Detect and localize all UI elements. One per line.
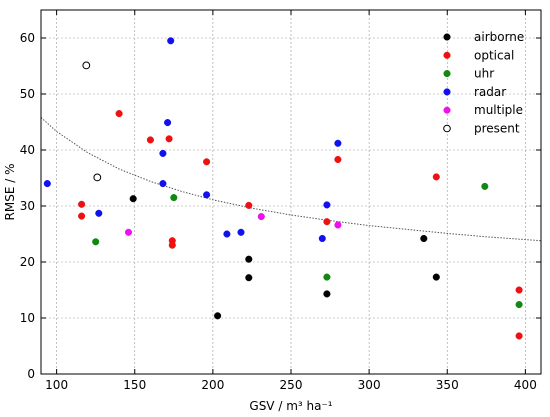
point-radar bbox=[237, 228, 245, 236]
legend-label-radar: radar bbox=[474, 85, 506, 99]
legend-label-present: present bbox=[474, 122, 520, 136]
point-radar bbox=[43, 180, 51, 188]
point-uhr bbox=[170, 194, 178, 202]
point-uhr bbox=[481, 182, 489, 190]
point-radar bbox=[159, 180, 167, 188]
point-optical bbox=[78, 212, 86, 220]
point-radar bbox=[164, 119, 172, 127]
point-multiple bbox=[124, 228, 133, 236]
grid bbox=[41, 10, 541, 375]
point-radar bbox=[159, 149, 167, 157]
legend-marker-present bbox=[443, 124, 451, 133]
point-optical bbox=[334, 155, 342, 164]
point-uhr bbox=[515, 301, 523, 309]
y-tick-label: 50 bbox=[20, 87, 35, 101]
point-airborne bbox=[245, 274, 253, 282]
point-airborne bbox=[420, 234, 428, 243]
point-optical bbox=[146, 136, 154, 144]
point-optical bbox=[165, 135, 173, 143]
point-radar bbox=[223, 230, 231, 238]
y-tick-label: 10 bbox=[20, 311, 35, 325]
y-tick-label: 20 bbox=[20, 255, 35, 269]
point-optical bbox=[432, 173, 440, 181]
y-tick-label: 60 bbox=[20, 31, 35, 45]
legend-marker-uhr bbox=[443, 70, 451, 78]
point-airborne bbox=[323, 290, 331, 298]
point-optical bbox=[245, 201, 253, 209]
point-uhr bbox=[323, 273, 331, 281]
legend-label-uhr: uhr bbox=[474, 67, 494, 81]
x-tick-label: 200 bbox=[201, 378, 224, 392]
point-radar bbox=[95, 209, 103, 217]
point-present bbox=[82, 61, 91, 70]
x-axis-ticks: 100 150 200 250 300 350 400 bbox=[45, 10, 537, 392]
point-present bbox=[93, 173, 102, 182]
y-tick-label: 30 bbox=[20, 199, 35, 213]
x-tick-label: 300 bbox=[358, 378, 381, 392]
x-tick-label: 400 bbox=[514, 378, 537, 392]
point-uhr bbox=[92, 238, 100, 246]
trend-line-group bbox=[40, 117, 542, 242]
point-airborne bbox=[129, 195, 137, 203]
point-optical bbox=[78, 200, 86, 208]
x-tick-label: 150 bbox=[123, 378, 146, 392]
y-tick-label: 40 bbox=[20, 143, 35, 157]
y-axis-label: RMSE / % bbox=[3, 164, 17, 221]
legend-marker-optical bbox=[443, 51, 451, 59]
x-tick-label: 100 bbox=[45, 378, 68, 392]
point-radar bbox=[167, 37, 175, 45]
point-multiple bbox=[257, 213, 265, 221]
data-points bbox=[43, 37, 523, 340]
legend-label-multiple: multiple bbox=[474, 103, 523, 117]
point-airborne bbox=[245, 255, 253, 263]
legend-marker-radar bbox=[443, 88, 451, 96]
x-tick-label: 350 bbox=[436, 378, 459, 392]
trend-line bbox=[40, 117, 542, 242]
x-tick-label: 250 bbox=[280, 378, 303, 392]
x-axis-label: GSV / m³ ha⁻¹ bbox=[249, 399, 332, 413]
legend-label-optical: optical bbox=[474, 48, 514, 62]
point-radar bbox=[203, 191, 211, 199]
y-axis-ticks: 0 10 20 30 40 50 60 bbox=[20, 31, 541, 381]
point-multiple bbox=[334, 221, 342, 229]
y-tick-label: 0 bbox=[27, 367, 35, 381]
point-airborne bbox=[214, 312, 222, 320]
legend-marker-multiple bbox=[443, 106, 451, 114]
point-optical bbox=[115, 110, 123, 118]
point-airborne bbox=[432, 273, 440, 281]
legend: airborne optical uhr radar multiple present bbox=[443, 30, 524, 136]
point-optical bbox=[168, 241, 176, 249]
point-optical bbox=[515, 332, 523, 340]
point-optical bbox=[515, 286, 523, 294]
point-radar bbox=[323, 201, 331, 209]
legend-marker-airborne bbox=[443, 33, 451, 41]
point-optical bbox=[323, 218, 331, 226]
point-optical bbox=[203, 158, 211, 166]
point-radar bbox=[334, 139, 342, 147]
legend-label-airborne: airborne bbox=[474, 30, 524, 44]
point-radar bbox=[318, 234, 326, 243]
